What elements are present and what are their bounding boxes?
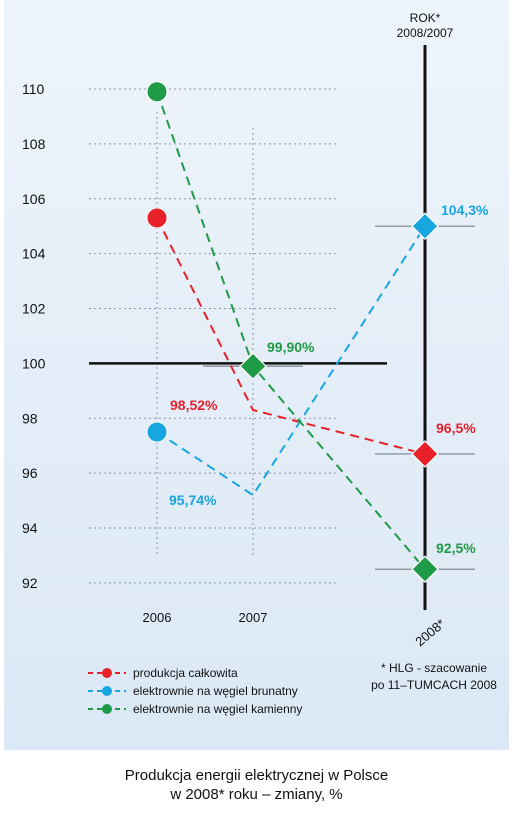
- point-2008-series-1: [411, 212, 439, 241]
- y-tick-label-100: 100: [22, 355, 46, 371]
- chart: 110 108 106 104 102 100 98 96 94 92 ROK*2008/2007 2…: [22, 11, 497, 716]
- y-tick-label-106: 106: [22, 191, 46, 207]
- point-2006-series-2: [146, 81, 168, 103]
- data-label-2007-series-2: 99,90%: [267, 339, 315, 355]
- data-label-2008-series-1: 104,3%: [441, 202, 489, 218]
- series-line-0: [156, 217, 426, 455]
- legend-dot-1: [102, 686, 112, 696]
- estimate-header-period: 2008/2007: [397, 26, 454, 40]
- point-2008-series-2: [411, 555, 439, 584]
- legend-dot-2: [102, 704, 112, 714]
- series-line-1: [156, 225, 426, 497]
- data-label-2008-series-2: 92,5%: [436, 540, 476, 556]
- y-tick-label-110: 110: [22, 81, 45, 97]
- chart-title: Produkcja energii elektrycznej w Polsce: [124, 767, 389, 784]
- y-tick-label-92: 92: [22, 575, 38, 591]
- legend-label-0: produkcja całkowita: [133, 666, 238, 680]
- y-tick-label-96: 96: [22, 465, 38, 481]
- footnote-line-2: po 11–TUMCACH 2008: [371, 678, 497, 692]
- data-label-2007-series-1: 95,74%: [169, 492, 217, 508]
- legend-label-1: elektrownie na węgiel brunatny: [133, 684, 298, 698]
- x-tick-label-2008: 2008*: [412, 616, 448, 649]
- y-tick-label-108: 108: [22, 136, 46, 152]
- legend-dot-0: [102, 668, 112, 678]
- chart-caption: Produkcja energii elektrycznej w Polsce …: [0, 766, 513, 804]
- x-tick-label-2007: 2007: [239, 610, 268, 625]
- y-tick-label-102: 102: [22, 301, 46, 317]
- data-label-2008-series-0: 96,5%: [436, 420, 476, 436]
- y-tick-label-98: 98: [22, 410, 38, 426]
- point-2007-series-2: [239, 352, 267, 380]
- estimate-header-rok: ROK*: [410, 11, 441, 25]
- footnote-line-1: * HLG - szacowanie: [381, 661, 487, 675]
- legend-label-2: elektrownie na węgiel kamienny: [133, 702, 302, 716]
- y-tick-label-94: 94: [22, 520, 38, 536]
- point-2006-series-0: [146, 207, 168, 229]
- chart-panel: 110 108 106 104 102 100 98 96 94 92 ROK* 2008/2007 2…: [4, 0, 509, 750]
- chart-subtitle: w 2008* roku – zmiany, %: [170, 786, 343, 803]
- point-2006-series-1: [146, 421, 168, 443]
- y-tick-label-104: 104: [22, 246, 46, 262]
- x-tick-label-2006: 2006: [143, 610, 172, 625]
- data-label-2007-series-0: 98,52%: [170, 397, 218, 413]
- point-2008-series-0: [411, 440, 439, 468]
